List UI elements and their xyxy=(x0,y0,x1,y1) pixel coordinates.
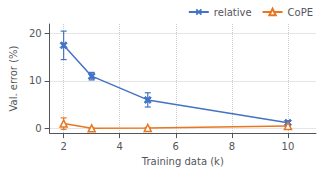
svg-text:8: 8 xyxy=(229,141,235,152)
svg-text:2: 2 xyxy=(60,141,66,152)
svg-text:4: 4 xyxy=(117,141,123,152)
svg-text:10: 10 xyxy=(282,141,295,152)
svg-text:relative: relative xyxy=(214,7,252,18)
svg-text:0: 0 xyxy=(35,123,41,134)
svg-text:6: 6 xyxy=(173,141,179,152)
svg-text:Training data (k): Training data (k) xyxy=(141,156,224,167)
svg-text:10: 10 xyxy=(29,75,42,86)
svg-text:20: 20 xyxy=(29,28,42,39)
svg-text:CoPE: CoPE xyxy=(288,7,313,18)
svg-text:Val. error (%): Val. error (%) xyxy=(8,45,19,111)
